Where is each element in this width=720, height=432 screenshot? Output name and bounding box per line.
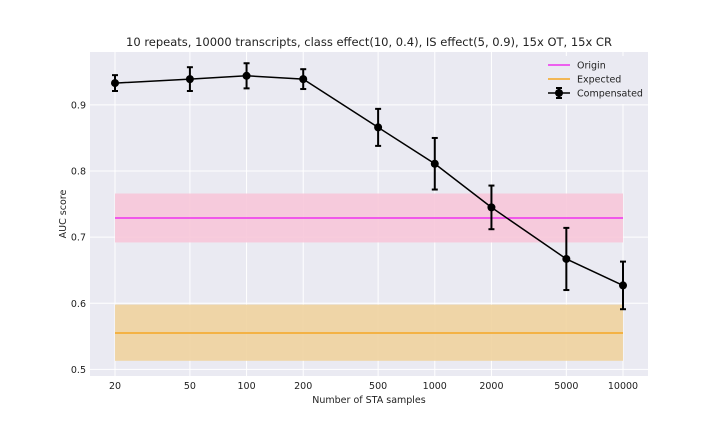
legend-label-expected: Expected xyxy=(577,75,621,86)
compensated-point xyxy=(299,75,308,84)
y-axis-label: AUC score xyxy=(58,190,69,239)
y-tick-label: 0.6 xyxy=(71,299,86,310)
y-tick-label: 0.8 xyxy=(71,167,86,178)
x-tick-label: 50 xyxy=(184,381,196,392)
compensated-point xyxy=(562,254,571,263)
compensated-point xyxy=(619,281,627,290)
legend-swatch-compensated xyxy=(548,87,570,99)
legend-label-compensated: Compensated xyxy=(577,89,643,100)
y-tick-label: 0.9 xyxy=(71,100,86,111)
legend: Origin Expected Compensated xyxy=(538,56,644,104)
x-tick-label: 5000 xyxy=(554,381,578,392)
x-tick-label: 2000 xyxy=(479,381,503,392)
tick-labels: 20 50 100 200 500 1000 2000 5000 10000 0.5 0.6 0.7 0… xyxy=(71,100,638,392)
x-tick-label: 1000 xyxy=(423,381,447,392)
compensated-point xyxy=(111,79,119,88)
x-tick-label: 500 xyxy=(369,381,387,392)
compensated-point xyxy=(487,203,496,212)
y-tick-label: 0.7 xyxy=(71,233,86,244)
x-tick-label: 20 xyxy=(109,381,121,392)
y-tick-label: 0.5 xyxy=(71,365,86,376)
legend-box xyxy=(538,56,644,104)
x-tick-label: 100 xyxy=(237,381,255,392)
compensated-point xyxy=(430,159,439,168)
chart-title: 10 repeats, 10000 transcripts, class eff… xyxy=(126,35,612,49)
legend-label-origin: Origin xyxy=(577,61,606,72)
compensated-point xyxy=(185,75,194,84)
x-tick-label: 10000 xyxy=(608,381,638,392)
x-tick-label: 200 xyxy=(294,381,312,392)
x-axis-label: Number of STA samples xyxy=(312,395,426,406)
series xyxy=(111,62,627,334)
compensated-point xyxy=(374,123,383,132)
compensated-point xyxy=(242,71,251,80)
